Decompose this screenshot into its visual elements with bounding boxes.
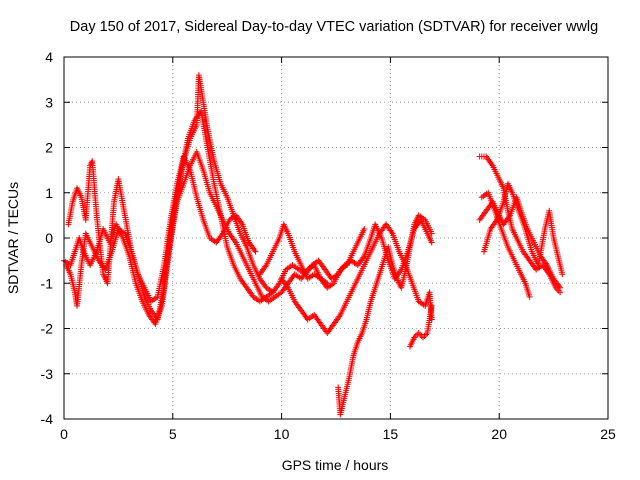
x-axis-label: GPS time / hours bbox=[282, 457, 389, 473]
data-point bbox=[88, 159, 95, 166]
series-arc10 bbox=[478, 189, 533, 300]
data-point bbox=[557, 284, 564, 291]
x-tick-label: 15 bbox=[383, 426, 399, 442]
series-arc8 bbox=[406, 302, 435, 350]
grid-lines bbox=[64, 57, 608, 419]
x-tick-label: 10 bbox=[274, 426, 290, 442]
series-arc12 bbox=[476, 194, 564, 291]
y-axis-label: SDTVAR / TECUs bbox=[5, 182, 21, 294]
data-point bbox=[421, 333, 428, 340]
y-tick-label: -1 bbox=[41, 275, 54, 291]
x-tick-label: 5 bbox=[169, 426, 177, 442]
data-point bbox=[428, 239, 435, 246]
series-arc11 bbox=[480, 180, 566, 278]
data-point bbox=[420, 334, 427, 341]
data-point bbox=[415, 330, 422, 337]
data-point bbox=[417, 331, 424, 338]
series-arc7 bbox=[335, 212, 435, 418]
series-arc4 bbox=[161, 149, 331, 305]
y-tick-label: -4 bbox=[41, 411, 54, 427]
chart-title: Day 150 of 2017, Sidereal Day-to-day VTE… bbox=[70, 19, 598, 35]
x-tick-label: 20 bbox=[491, 426, 507, 442]
series-arc5 bbox=[256, 221, 368, 291]
y-tick-label: 0 bbox=[45, 230, 53, 246]
x-tick-label: 0 bbox=[60, 426, 68, 442]
series-arc3 bbox=[63, 72, 435, 323]
y-tick-label: 3 bbox=[45, 94, 53, 110]
y-tick-label: 1 bbox=[45, 185, 53, 201]
data-point bbox=[252, 248, 259, 255]
data-point bbox=[428, 302, 435, 309]
data-point bbox=[361, 225, 368, 232]
y-tick-label: -3 bbox=[41, 366, 54, 382]
data-point bbox=[428, 230, 435, 237]
y-tick-label: 2 bbox=[45, 140, 53, 156]
data-points bbox=[61, 72, 566, 418]
data-point bbox=[526, 293, 533, 300]
data-point bbox=[559, 271, 566, 278]
y-tick-label: 4 bbox=[45, 49, 53, 65]
series-arc6 bbox=[278, 221, 435, 337]
x-tick-label: 25 bbox=[600, 426, 616, 442]
y-tick-label: -2 bbox=[41, 321, 54, 337]
axis-ticks: 0 5 10 15 20 25 -4 -3 -2 -1 0 1 2 3 4 bbox=[41, 49, 616, 442]
